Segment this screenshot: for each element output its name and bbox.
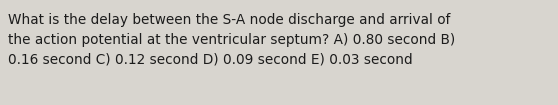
Text: What is the delay between the S-A node discharge and arrival of
the action poten: What is the delay between the S-A node d… bbox=[8, 13, 456, 67]
